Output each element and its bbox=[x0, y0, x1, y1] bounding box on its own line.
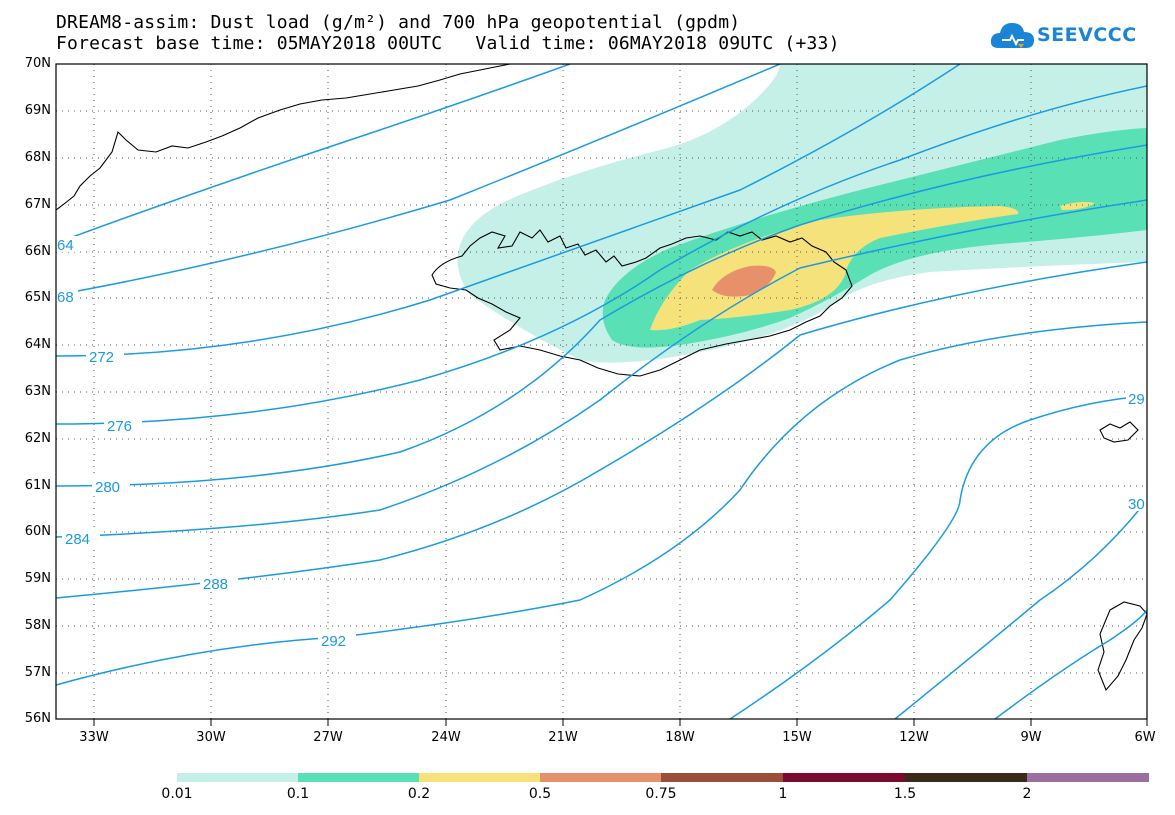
logo-text: SEEVCCC bbox=[1037, 24, 1137, 46]
map-frame bbox=[55, 63, 1148, 720]
contour-labels: 64 68 272 276 280 284 288 292 29 30 bbox=[56, 236, 1147, 650]
lon-label: 6W bbox=[1134, 730, 1156, 745]
lat-label: 69N bbox=[24, 103, 51, 118]
colorbar-segment-6 bbox=[905, 773, 1027, 782]
lon-label: 33W bbox=[79, 730, 109, 745]
seevccc-logo: SEEVCCC bbox=[990, 18, 1140, 58]
map-subtitle: Forecast base time: 05MAY2018 00UTC Vali… bbox=[56, 33, 840, 54]
lat-label: 70N bbox=[24, 56, 51, 71]
scotland-coast bbox=[1097, 601, 1147, 692]
lat-label: 62N bbox=[24, 431, 51, 446]
coastlines bbox=[56, 64, 1147, 692]
colorbar-segment-7 bbox=[1027, 773, 1149, 782]
colorbar-segment-1 bbox=[298, 773, 419, 782]
contour-label-264: 64 bbox=[57, 237, 74, 254]
lon-label: 18W bbox=[665, 730, 695, 745]
contour-label-268: 68 bbox=[57, 289, 74, 306]
lat-label: 67N bbox=[24, 197, 51, 212]
dust-band-02b bbox=[1060, 202, 1095, 210]
colorbar-label: 0.2 bbox=[407, 786, 431, 802]
lat-label: 68N bbox=[24, 150, 51, 165]
lat-label: 59N bbox=[24, 571, 51, 586]
greenland-coast bbox=[56, 64, 511, 211]
lat-label: 66N bbox=[24, 244, 51, 259]
iceland-coast bbox=[431, 229, 853, 377]
lat-label: 61N bbox=[24, 478, 51, 493]
colorbar-label: 0.01 bbox=[161, 786, 193, 802]
lat-label: 60N bbox=[24, 524, 51, 539]
lon-label: 12W bbox=[899, 730, 929, 745]
contour-label-288: 288 bbox=[203, 576, 228, 593]
contour-label-296: 29 bbox=[1128, 391, 1145, 408]
dust-band-02 bbox=[650, 206, 1019, 331]
contour-label-292: 292 bbox=[321, 633, 346, 650]
contour-label-272: 272 bbox=[89, 349, 114, 366]
colorbar-segment-4 bbox=[661, 773, 783, 782]
lon-label: 24W bbox=[431, 730, 461, 745]
colorbar-segment-3 bbox=[540, 773, 661, 782]
geopotential-contours bbox=[56, 64, 1147, 719]
contour-label-284: 284 bbox=[65, 531, 90, 548]
lon-label: 30W bbox=[196, 730, 226, 745]
colorbar-label: 0.1 bbox=[286, 786, 310, 802]
colorbar-segment-5 bbox=[783, 773, 905, 782]
contour-label-300: 30 bbox=[1128, 496, 1145, 513]
axis-ticks bbox=[93, 719, 1148, 726]
lon-label: 9W bbox=[1020, 730, 1042, 745]
faroe-coast bbox=[1099, 421, 1139, 443]
colorbar-label: 0.5 bbox=[528, 786, 552, 802]
contour-label-280: 280 bbox=[95, 479, 120, 496]
lon-label: 21W bbox=[548, 730, 578, 745]
contour-label-276: 276 bbox=[107, 418, 132, 435]
cloud-icon bbox=[990, 23, 1034, 48]
lat-label: 65N bbox=[24, 290, 51, 305]
lat-label: 63N bbox=[24, 384, 51, 399]
colorbar-segment-0 bbox=[177, 773, 298, 782]
lat-label: 57N bbox=[24, 665, 51, 680]
map-title: DREAM8-assim: Dust load (g/m²) and 700 h… bbox=[56, 12, 741, 33]
lat-label: 56N bbox=[24, 711, 51, 726]
lon-label: 15W bbox=[782, 730, 812, 745]
lon-label: 27W bbox=[313, 730, 343, 745]
colorbar-label: 2 bbox=[1022, 786, 1032, 802]
colorbar-label: 1 bbox=[778, 786, 788, 802]
colorbar-segment-2 bbox=[419, 773, 540, 782]
lat-label: 58N bbox=[24, 618, 51, 633]
lat-label: 64N bbox=[24, 337, 51, 352]
colorbar-label: 0.75 bbox=[645, 786, 677, 802]
dust-band-05 bbox=[712, 265, 776, 297]
colorbar-label: 1.5 bbox=[893, 786, 917, 802]
